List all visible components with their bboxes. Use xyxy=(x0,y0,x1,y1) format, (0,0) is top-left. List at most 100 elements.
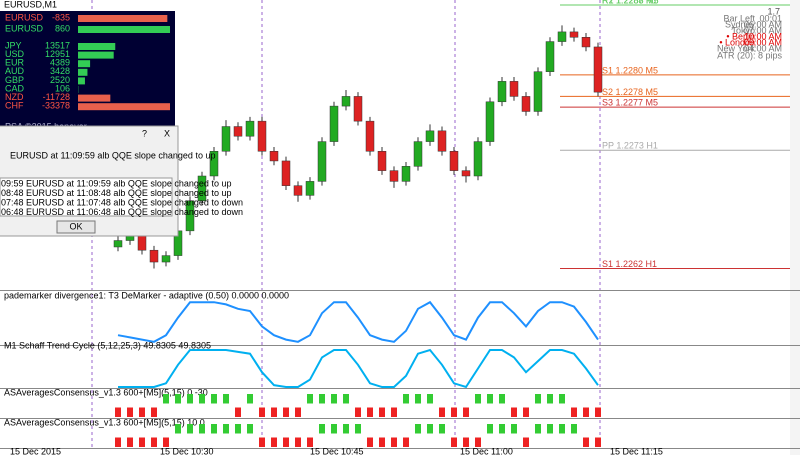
session-time: 10:00 AM xyxy=(744,31,782,41)
histogram-bar xyxy=(271,407,277,417)
histogram-bar xyxy=(415,424,421,434)
candle-body xyxy=(353,96,363,122)
histogram-bar xyxy=(151,407,157,417)
currency-value: 3428 xyxy=(50,66,70,76)
histogram-bar xyxy=(247,394,253,404)
currency-name: EURUSD xyxy=(5,23,44,33)
histogram-bar xyxy=(547,424,553,434)
currency-name: JPY xyxy=(5,40,22,50)
ok-label[interactable]: OK xyxy=(69,221,82,231)
candle-body xyxy=(509,81,519,97)
candle-body xyxy=(113,240,123,248)
histogram-bar xyxy=(559,424,565,434)
histogram-bar xyxy=(391,407,397,417)
ok-button[interactable] xyxy=(56,220,96,234)
currency-bar xyxy=(78,60,91,68)
session-name: Tokyo xyxy=(731,25,755,35)
histogram-bar xyxy=(571,407,577,417)
candle-body xyxy=(281,160,291,186)
currency-bar xyxy=(78,15,168,22)
histogram-bar xyxy=(523,437,529,447)
alert-text[interactable]: EURUSD at 11:09:59 alb QQE slope changed… xyxy=(26,178,231,188)
histogram-bar xyxy=(295,437,301,447)
alert-text[interactable]: EURUSD at 11:08:48 alb QQE slope changed… xyxy=(26,188,231,198)
histogram-bar xyxy=(595,407,601,417)
time-label: 15 Dec 11:15 xyxy=(610,446,663,455)
candle-body xyxy=(425,130,435,142)
histogram-bar xyxy=(187,394,193,404)
candle-body xyxy=(137,234,147,251)
indicator-title: M1 Schaff Trend Cycle (5,12,25,3) 49.830… xyxy=(4,340,211,350)
histogram-bar xyxy=(475,394,481,404)
session-time: 00:01 xyxy=(759,13,782,23)
panel-separators xyxy=(0,290,800,449)
histogram-bar xyxy=(211,394,217,404)
candle-body xyxy=(209,151,219,177)
histogram-bar xyxy=(511,424,517,434)
candle-body xyxy=(149,249,159,263)
histogram-bar xyxy=(547,394,553,404)
time-label: 15 Dec 2015 xyxy=(10,446,61,455)
alert-time[interactable]: 07:48 xyxy=(1,197,24,207)
session-time: 07:00 AM xyxy=(744,25,782,35)
histogram-bar xyxy=(199,424,205,434)
histogram-bar xyxy=(571,424,577,434)
candle-body xyxy=(461,170,471,177)
indicator-title: pademarker divergence1: T3 DeMarker - ad… xyxy=(4,290,289,300)
currency-value: -11728 xyxy=(43,92,70,102)
candle-body xyxy=(437,130,447,152)
currency-bar xyxy=(78,103,170,111)
candle-body xyxy=(245,120,255,137)
currency-name: EURUSD xyxy=(5,12,44,22)
histogram-bar xyxy=(463,437,469,447)
histogram-bar xyxy=(235,407,241,417)
candle-body xyxy=(485,101,495,142)
currency-value: -33378 xyxy=(42,101,70,111)
histogram-bar xyxy=(319,394,325,404)
alert-message: EURUSD at 11:09:59 alb QQE slope changed… xyxy=(10,150,215,160)
histogram-bar xyxy=(391,437,397,447)
alert-time[interactable]: 06:48 xyxy=(1,207,24,217)
candle-body xyxy=(329,105,339,142)
session-name: Sydney xyxy=(725,19,756,29)
candle-body xyxy=(197,175,207,201)
alert-time[interactable]: 09:59 xyxy=(1,178,24,188)
currency-name: CAD xyxy=(5,83,25,93)
session-time: 04:00 AM xyxy=(744,43,782,53)
alert-text[interactable]: EURUSD at 11:06:48 alb QQE slope changed… xyxy=(26,207,243,217)
dialog-close[interactable]: X xyxy=(164,128,170,138)
currency-value: 106 xyxy=(55,83,70,93)
dialog-help[interactable]: ? xyxy=(142,128,147,138)
candle-body xyxy=(233,126,243,137)
histogram-bar xyxy=(379,437,385,447)
histogram-bar xyxy=(295,407,301,417)
histogram-bar xyxy=(247,424,253,434)
currency-name: NZD xyxy=(5,92,24,102)
histogram-bar xyxy=(139,437,145,447)
candle-body xyxy=(401,166,411,182)
histogram-bar xyxy=(343,424,349,434)
histogram-bar xyxy=(355,424,361,434)
candle-body xyxy=(161,255,171,263)
alert-text[interactable]: EURUSD at 11:07:48 alb QQE slope changed… xyxy=(26,197,243,207)
histogram-bar xyxy=(151,437,157,447)
currency-name: CHF xyxy=(5,101,24,111)
price-axis xyxy=(790,0,800,455)
window-title: EURUSD,M1 xyxy=(4,0,57,9)
currency-value: -835 xyxy=(52,12,70,22)
histogram-bar xyxy=(487,394,493,404)
histogram-bar xyxy=(283,437,289,447)
pivot-label: S1 1.2262 H1 xyxy=(602,259,657,269)
histogram-bar xyxy=(139,407,145,417)
pivot-label: R1 1.2287 M5 xyxy=(602,0,659,5)
candle-body xyxy=(257,120,267,152)
histogram-bar xyxy=(583,437,589,447)
histogram-bar xyxy=(487,424,493,434)
histogram-bar xyxy=(475,437,481,447)
candle-body xyxy=(293,185,303,196)
candle-body xyxy=(557,31,567,42)
alert-time[interactable]: 08:48 xyxy=(1,188,24,198)
histogram-bar xyxy=(331,424,337,434)
currency-name: EUR xyxy=(5,58,25,68)
